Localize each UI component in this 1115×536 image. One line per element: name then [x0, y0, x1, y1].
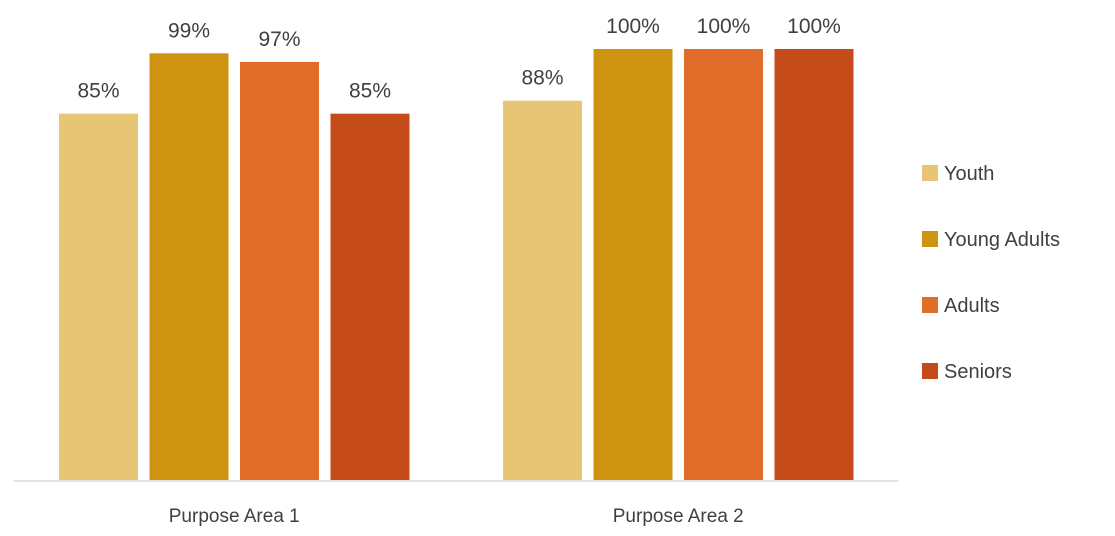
legend-label-seniors: Seniors [944, 361, 1012, 383]
legend-swatch-youth [922, 165, 938, 181]
x-tick-labels-group: Purpose Area 1 Purpose Area 2 [169, 506, 744, 527]
bar-youth-1 [59, 113, 138, 481]
legend: Youth Young Adults Adults Seniors [922, 163, 1060, 383]
bar-young-adults-2 [593, 49, 673, 480]
data-label-adults-1: 97% [258, 28, 300, 51]
data-label-youth-2: 88% [521, 67, 563, 90]
data-labels-group: 85% 99% 97% 85% 88% 100% 100% 100% [77, 15, 840, 103]
bar-seniors-1 [330, 113, 410, 481]
legend-swatch-adults [922, 297, 938, 313]
data-label-young-adults-2: 100% [606, 15, 660, 38]
x-tick-label-1: Purpose Area 1 [169, 506, 300, 527]
bars-group [59, 49, 854, 481]
data-label-youth-1: 85% [77, 80, 119, 103]
data-label-seniors-1: 85% [349, 80, 391, 103]
legend-label-young-adults: Young Adults [944, 229, 1060, 251]
legend-label-youth: Youth [944, 163, 994, 185]
legend-swatch-seniors [922, 363, 938, 379]
bar-youth-2 [503, 100, 582, 480]
data-label-young-adults-1: 99% [168, 19, 210, 42]
legend-swatch-young-adults [922, 231, 938, 247]
bar-adults-1 [240, 61, 319, 481]
bar-young-adults-1 [149, 53, 229, 481]
bar-seniors-2 [774, 49, 854, 480]
legend-label-adults: Adults [944, 295, 1000, 317]
data-label-adults-2: 100% [697, 15, 751, 38]
data-label-seniors-2: 100% [787, 15, 841, 38]
bar-adults-2 [684, 49, 763, 480]
x-tick-label-2: Purpose Area 2 [613, 506, 744, 527]
